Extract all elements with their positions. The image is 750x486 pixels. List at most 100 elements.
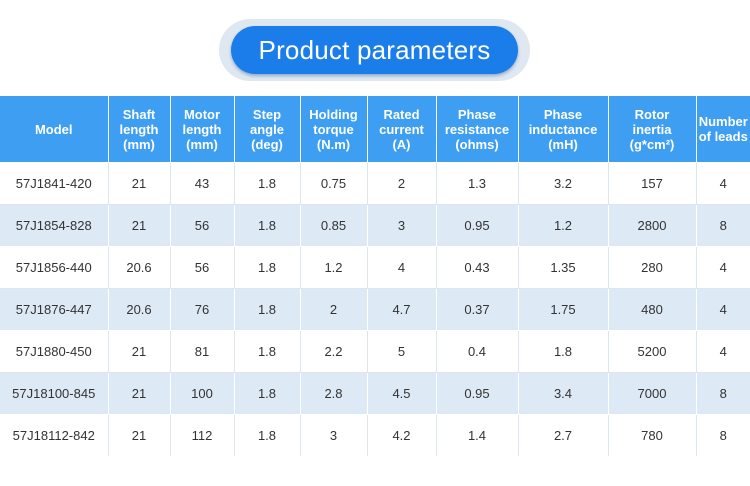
table-cell: 20.6: [108, 288, 171, 331]
table-cell: 1.75: [518, 288, 609, 331]
table-cell: 2: [300, 288, 368, 331]
table-cell: 280: [608, 246, 697, 289]
column-header-line: (deg): [251, 136, 283, 152]
model-cell: 57J18112-842: [0, 414, 109, 456]
table-cell: 480: [608, 288, 697, 331]
column-header-line: (A): [392, 136, 411, 152]
table-cell: 5200: [608, 330, 697, 373]
table-cell: 2.2: [300, 330, 368, 373]
table-cell: 43: [170, 162, 235, 205]
table-cell: 1.8: [234, 162, 301, 205]
column-header-line: resistance: [444, 121, 510, 137]
table-cell: 5: [367, 330, 437, 373]
table-cell: 21: [108, 330, 171, 373]
column-header-line: Holding: [309, 106, 358, 122]
table-row: 57J1854-828 21 56 1.8 0.85 3 0.95 1.2 2800 8: [0, 204, 750, 247]
table-cell: 8: [696, 414, 750, 456]
table-cell: 2800: [608, 204, 697, 247]
column-header: Number of leads: [696, 96, 750, 163]
table-cell: 0.4: [436, 330, 519, 373]
table-cell: 4.7: [367, 288, 437, 331]
column-header-line: Phase: [457, 106, 497, 122]
column-header-line: Motor: [183, 106, 221, 122]
table-cell: 0.75: [300, 162, 368, 205]
model-cell: 57J1854-828: [0, 204, 109, 247]
column-header-line: (ohms): [455, 136, 499, 152]
table-cell: 1.4: [436, 414, 519, 456]
table-cell: 3: [367, 204, 437, 247]
column-header: Step angle (deg): [234, 96, 301, 163]
column-header-line: current: [379, 121, 424, 137]
column-header-line: length: [119, 121, 159, 137]
column-header-line: (mH): [548, 136, 578, 152]
table-cell: 1.2: [518, 204, 609, 247]
table-cell: 21: [108, 372, 171, 415]
column-header-line: Phase: [543, 106, 583, 122]
table-row: 57J1880-450 21 81 1.8 2.2 5 0.4 1.8 5200 4: [0, 330, 750, 373]
table-cell: 157: [608, 162, 697, 205]
column-header-line: Model: [34, 121, 73, 137]
table-row: 57J1841-420 21 43 1.8 0.75 2 1.3 3.2 157 4: [0, 162, 750, 205]
table-cell: 4.2: [367, 414, 437, 456]
table-cell: 2.7: [518, 414, 609, 456]
column-header-line: angle: [250, 121, 284, 137]
table-cell: 0.95: [436, 372, 519, 415]
table-cell: 3: [300, 414, 368, 456]
table-cell: 1.3: [436, 162, 519, 205]
table-cell: 1.35: [518, 246, 609, 289]
table-cell: 112: [170, 414, 235, 456]
column-header-line: Step: [252, 106, 282, 122]
table-cell: 3.2: [518, 162, 609, 205]
column-header-line: of leads: [698, 129, 748, 144]
table-cell: 0.85: [300, 204, 368, 247]
table-cell: 4: [367, 246, 437, 289]
table-cell: 4: [696, 288, 750, 331]
table-row: 57J1876-447 20.6 76 1.8 2 4.7 0.37 1.75 480 4: [0, 288, 750, 331]
table-cell: 2.8: [300, 372, 368, 415]
table-cell: 0.37: [436, 288, 519, 331]
table-body: 57J1841-420 21 43 1.8 0.75 2 1.3 3.2 157 4 57J1854…: [0, 162, 750, 456]
table-row: 57J1856-440 20.6 56 1.8 1.2 4 0.43 1.35 280 4: [0, 246, 750, 289]
model-cell: 57J1841-420: [0, 162, 109, 205]
table-cell: 1.8: [234, 330, 301, 373]
table-cell: 8: [696, 204, 750, 247]
table-cell: 1.8: [234, 414, 301, 456]
column-header-line: Rotor: [634, 106, 670, 122]
column-header-line: inductance: [528, 121, 598, 137]
table-cell: 780: [608, 414, 697, 456]
column-header-line: (g*cm²): [629, 136, 675, 152]
table-cell: 56: [170, 204, 235, 247]
table-cell: 21: [108, 414, 171, 456]
table-cell: 4: [696, 246, 750, 289]
table-cell: 1.8: [234, 246, 301, 289]
table-cell: 1.8: [518, 330, 609, 373]
model-cell: 57J1856-440: [0, 246, 109, 289]
column-header-line: length: [182, 121, 222, 137]
column-header: Holding torque (N.m): [300, 96, 368, 163]
table-cell: 7000: [608, 372, 697, 415]
column-header: Motor length (mm): [170, 96, 235, 163]
table-cell: 20.6: [108, 246, 171, 289]
table-cell: 76: [170, 288, 235, 331]
table-cell: 8: [696, 372, 750, 415]
table-cell: 2: [367, 162, 437, 205]
table-cell: 1.8: [234, 372, 301, 415]
page-title: Product parameters: [231, 26, 518, 74]
header-row: Model Shaft length (mm) Motor length (mm) Step a…: [0, 96, 750, 163]
parameters-table: Model Shaft length (mm) Motor length (mm) Step a…: [0, 96, 750, 456]
table-cell: 1.8: [234, 288, 301, 331]
table-cell: 81: [170, 330, 235, 373]
column-header: Model: [0, 96, 109, 163]
table-cell: 4.5: [367, 372, 437, 415]
table-cell: 21: [108, 162, 171, 205]
table-cell: 1.2: [300, 246, 368, 289]
column-header: Phase resistance (ohms): [436, 96, 519, 163]
table-cell: 0.95: [436, 204, 519, 247]
column-header-line: (mm): [186, 136, 218, 152]
column-header-line: (mm): [123, 136, 155, 152]
table-row: 57J18112-842 21 112 1.8 3 4.2 1.4 2.7 780 8: [0, 414, 750, 456]
column-header: Rated current (A): [367, 96, 437, 163]
column-header: Phase inductance (mH): [518, 96, 609, 163]
column-header-line: Shaft: [122, 106, 156, 122]
